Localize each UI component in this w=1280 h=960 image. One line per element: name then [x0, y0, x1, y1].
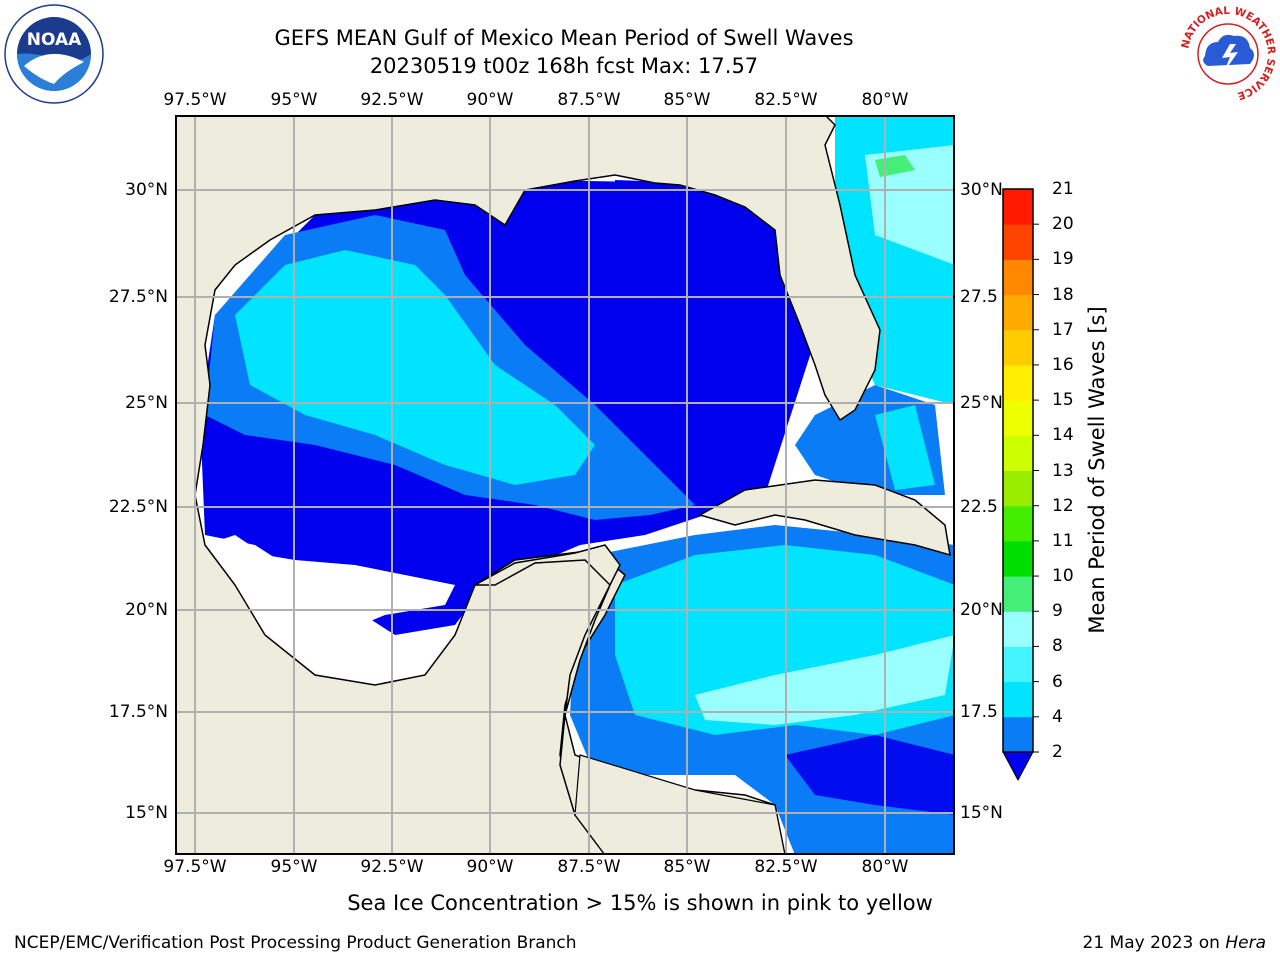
colorbar-tick-label: 13 [1052, 460, 1074, 481]
map-title-line2: 20230519 t00z 168h fcst Max: 17.57 [369, 54, 759, 78]
colorbar-tick-label: 12 [1052, 495, 1074, 516]
lat-labels-left: 30°N 27.5°N 25°N 22.5°N 20°N 17.5°N 15°N [0, 0, 168, 960]
footer-producer: NCEP/EMC/Verification Post Processing Pr… [14, 933, 577, 953]
colorbar-band [1003, 470, 1033, 507]
colorbar-band [1003, 400, 1033, 436]
lat-label-right: 15°N [960, 803, 1003, 823]
colorbar-frame [1002, 188, 1034, 753]
lon-label-bottom: 90°W [466, 857, 514, 877]
colorbar-tick-label: 10 [1052, 566, 1074, 587]
colorbar-band [1003, 576, 1033, 612]
lat-label-right: 30°N [960, 180, 1003, 200]
lon-label-bottom: 95°W [270, 857, 318, 877]
colorbar-tick-label: 11 [1052, 530, 1074, 551]
colorbar-band [1003, 681, 1033, 718]
colorbar-band [1003, 259, 1033, 296]
lon-label-bottom: 80°W [861, 857, 909, 877]
lat-label-left: 20°N [125, 600, 168, 620]
lat-label-right: 27.5 [960, 287, 998, 307]
lat-label-right: 20°N [960, 600, 1003, 620]
colorbar-tick-label: 18 [1052, 284, 1074, 305]
lon-label-top: 87.5°W [557, 90, 621, 110]
lon-label-bottom: 97.5°W [163, 857, 227, 877]
colorbar-tick-label: 4 [1052, 706, 1063, 727]
noaa-logo: NOAA [4, 4, 104, 104]
colorbar-bands [1003, 189, 1039, 753]
map-gridlines [175, 115, 955, 855]
colorbar-tick-label: 14 [1052, 425, 1074, 446]
colorbar-label: Mean Period of Swell Waves [s] [1085, 306, 1109, 634]
colorbar-band [1003, 716, 1033, 753]
noaa-logo-text: NOAA [27, 30, 82, 50]
lat-label-left: 22.5°N [108, 497, 168, 517]
footer-machine: Hera [1225, 933, 1266, 953]
lon-label-top: 95°W [270, 90, 318, 110]
colorbar-tick-label: 15 [1052, 390, 1074, 411]
colorbar-under-arrow [1002, 751, 1034, 782]
lat-label-left: 30°N [125, 180, 168, 200]
lon-label-top: 85°W [663, 90, 711, 110]
gulf-swell-field [200, 180, 875, 640]
colorbar-tick-label: 16 [1052, 354, 1074, 375]
footer-date-text: 21 May 2023 on [1082, 933, 1226, 953]
national-weather-service-logo: NATIONAL WEATHER SERVICE [1178, 4, 1278, 104]
lat-label-left: 17.5°N [108, 702, 168, 722]
colorbar-band [1003, 294, 1033, 331]
lon-label-top: 82.5°W [754, 90, 818, 110]
lat-label-left: 25°N [125, 393, 168, 413]
sea-ice-caption: Sea Ice Concentration > 15% is shown in … [347, 891, 933, 915]
colorbar-tick-label: 6 [1052, 671, 1063, 692]
colorbar-band [1003, 329, 1033, 366]
lon-label-bottom: 82.5°W [754, 857, 818, 877]
central-america [574, 754, 786, 855]
lat-label-left: 27.5°N [108, 287, 168, 307]
colorbar-tick-label: 19 [1052, 249, 1074, 270]
swell-period-map [175, 115, 955, 855]
colorbar-band [1003, 646, 1033, 683]
colorbar-band [1003, 435, 1033, 471]
lon-label-top: 97.5°W [163, 90, 227, 110]
colorbar-band [1003, 505, 1033, 542]
map-title-line1: GEFS MEAN Gulf of Mexico Mean Period of … [274, 26, 854, 50]
lon-label-bottom: 85°W [663, 857, 711, 877]
lon-label-top: 90°W [466, 90, 514, 110]
colorbar-tick-label: 17 [1052, 319, 1074, 340]
atlantic-swell-field [795, 115, 955, 495]
colorbar-band [1003, 189, 1033, 225]
lon-label-top: 80°W [861, 90, 909, 110]
lat-label-right: 17.5 [960, 702, 998, 722]
lon-label-bottom: 92.5°W [360, 857, 424, 877]
lat-label-left: 15°N [125, 803, 168, 823]
colorbar-band [1003, 364, 1033, 401]
lon-label-bottom: 87.5°W [557, 857, 621, 877]
colorbar-band [1003, 611, 1033, 647]
colorbar [1002, 188, 1042, 783]
lon-label-top: 92.5°W [360, 90, 424, 110]
colorbar-tick-label: 21 [1052, 179, 1074, 199]
colorbar-tick-label: 2 [1052, 742, 1063, 762]
colorbar-tick-label: 9 [1052, 601, 1063, 622]
lat-label-right: 22.5 [960, 497, 998, 517]
colorbar-band [1003, 540, 1033, 577]
footer-date: 21 May 2023 on Hera [1083, 933, 1267, 953]
colorbar-tick-label: 20 [1052, 214, 1074, 235]
colorbar-band [1003, 224, 1033, 260]
lat-label-right: 25°N [960, 393, 1003, 413]
colorbar-tick-label: 8 [1052, 636, 1063, 657]
map-frame [175, 115, 955, 855]
